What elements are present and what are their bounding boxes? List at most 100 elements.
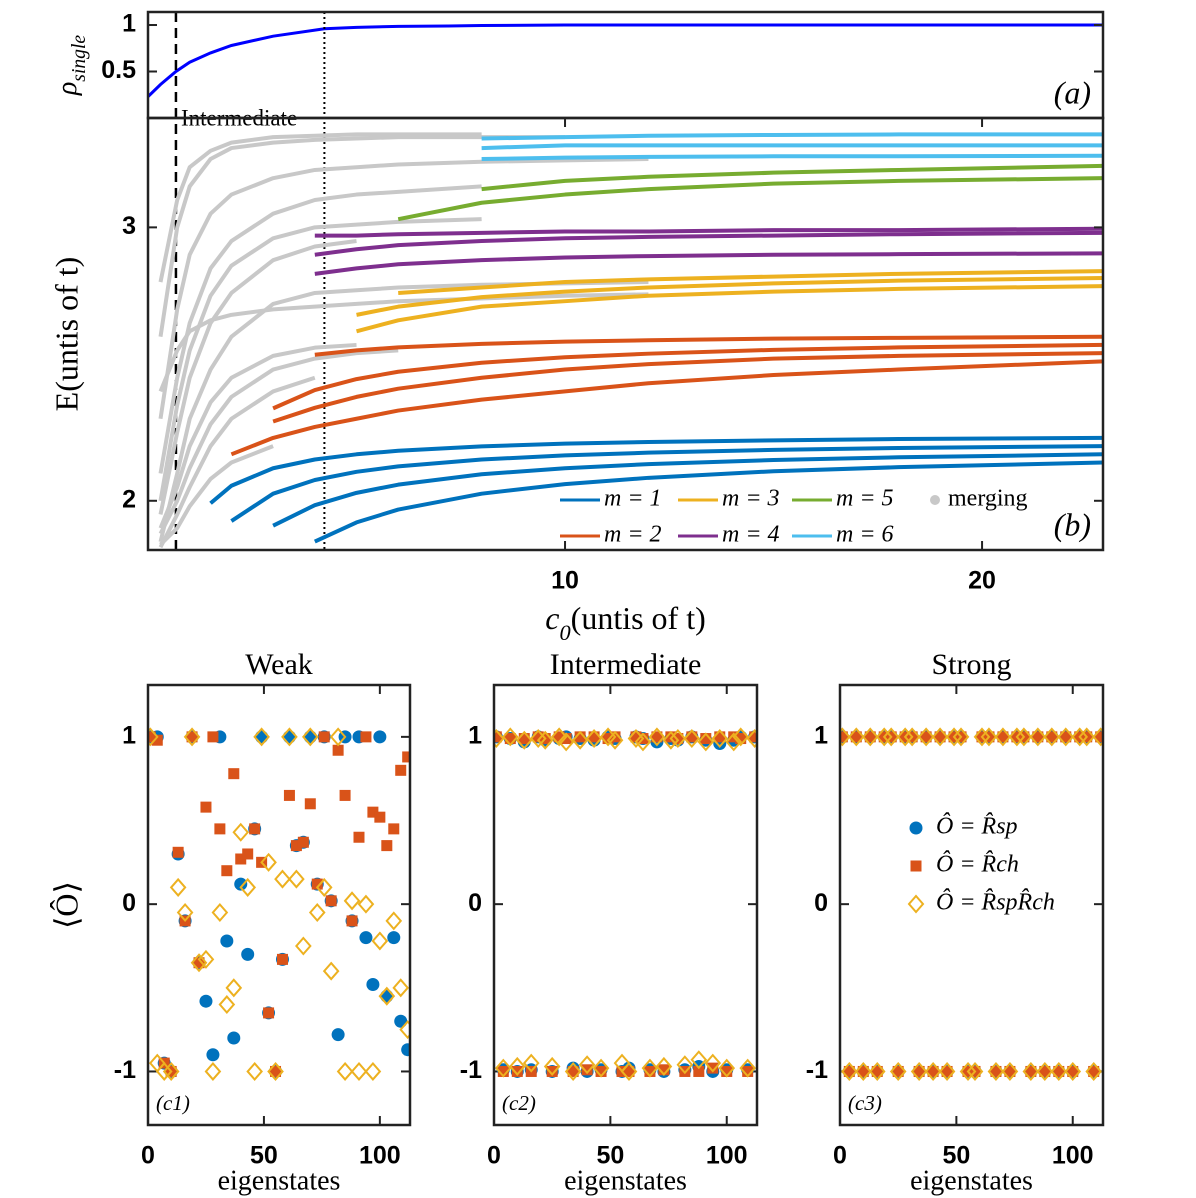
marker-circle (227, 1031, 241, 1045)
y-axis-label-main: ρ (52, 82, 83, 96)
marker-square (311, 878, 323, 890)
marker-square (595, 1065, 607, 1077)
legend-label: Ô = R̂sp (936, 813, 1018, 840)
legend-label: m = 6 (836, 522, 894, 548)
marker-diamond (211, 903, 229, 923)
marker-diamond (917, 727, 935, 747)
marker-circle (387, 931, 401, 945)
marker-square (1095, 731, 1103, 743)
marker-diamond (155, 1061, 173, 1081)
marker-square (693, 1065, 705, 1077)
marker-square (504, 733, 516, 745)
marker-diamond (162, 1061, 180, 1081)
marker-diamond (522, 1053, 540, 1073)
marker-diamond (868, 1061, 886, 1081)
marker-diamond (364, 1061, 382, 1081)
y-tick-label: -1 (114, 1056, 136, 1084)
marker-diamond (385, 911, 403, 931)
panel-title: Intermediate (550, 648, 702, 681)
marker-square (290, 840, 302, 852)
x-tick-label: 0 (833, 1142, 847, 1170)
x-axis-label-main: c (545, 600, 559, 636)
marker-diamond (987, 1061, 1005, 1081)
x-axis-label: c0(untis of t) (545, 600, 706, 644)
energy-curve (314, 226, 1103, 238)
marker-square (553, 731, 565, 743)
plot-area (148, 23, 1103, 98)
marker-circle (331, 1028, 345, 1042)
marker-square (1060, 731, 1072, 743)
marker-diamond (329, 727, 347, 747)
marker-square (318, 731, 330, 743)
marker-diamond (1092, 727, 1103, 747)
marker-square (263, 1007, 275, 1019)
marker-square (714, 731, 726, 743)
marker-circle (206, 1048, 220, 1062)
panel-label: (a) (1054, 74, 1091, 110)
energy-curve (158, 280, 649, 543)
y-tick-label: -1 (460, 1056, 482, 1084)
legend-label: merging (948, 486, 1028, 512)
marker-diamond (536, 730, 554, 750)
marker-circle (255, 730, 269, 744)
marker-square (325, 895, 337, 907)
marker-square (511, 1065, 523, 1077)
marker-diamond (641, 1058, 659, 1078)
marker-diamond (392, 978, 410, 998)
marker-diamond (281, 727, 298, 747)
marker-diamond (301, 727, 319, 747)
marker-diamond (350, 1061, 368, 1081)
energy-curve (272, 342, 1103, 411)
energy-curve (398, 269, 1103, 295)
marker-diamond (378, 986, 396, 1006)
marker-diamond (896, 727, 914, 747)
marker-diamond (725, 732, 743, 752)
marker-square (742, 1065, 754, 1077)
marker-diamond (232, 822, 250, 842)
marker-diamond (274, 869, 291, 889)
energy-curve (230, 359, 1103, 457)
marker-diamond (508, 1056, 526, 1076)
marker-square (892, 1065, 904, 1077)
y-axis-label-sub: single (69, 35, 90, 82)
marker-diamond (931, 727, 949, 747)
marker-diamond (176, 903, 194, 923)
marker-diamond (564, 1061, 582, 1081)
marker-diamond (746, 729, 757, 749)
marker-square (588, 731, 600, 743)
marker-diamond (973, 727, 991, 747)
marker-square (151, 734, 163, 746)
marker-square (494, 731, 502, 743)
marker-diamond (246, 1061, 263, 1081)
energy-curve (272, 351, 1103, 424)
marker-square (651, 731, 663, 743)
axes-frame (146, 116, 1105, 552)
marker-diamond (1085, 1061, 1103, 1081)
marker-diamond (315, 877, 333, 897)
marker-square (402, 751, 410, 763)
marker-square (270, 1065, 282, 1077)
marker-square (658, 1064, 670, 1076)
x-tick-label: 100 (359, 1142, 401, 1170)
y-tick-label: -1 (806, 1056, 828, 1084)
marker-square (1025, 1065, 1037, 1077)
marker-square (297, 836, 309, 848)
energy-curve (158, 217, 482, 502)
energy-curve (158, 132, 482, 283)
marker-square (581, 1064, 593, 1076)
marker-diamond (718, 1058, 736, 1078)
marker-square (1046, 731, 1058, 743)
marker-square (1039, 1065, 1051, 1077)
marker-diamond (662, 730, 680, 750)
energy-curve (230, 444, 1103, 523)
marker-square (214, 823, 226, 835)
marker-square (360, 731, 372, 743)
marker-square (843, 1065, 855, 1077)
x-tick-label: 0 (141, 1142, 155, 1170)
marker-diamond (861, 727, 879, 747)
marker-diamond (336, 1061, 354, 1081)
marker-diamond (357, 894, 375, 914)
marker-square (221, 865, 233, 877)
marker-diamond (571, 730, 589, 750)
marker-diamond (655, 1056, 673, 1076)
